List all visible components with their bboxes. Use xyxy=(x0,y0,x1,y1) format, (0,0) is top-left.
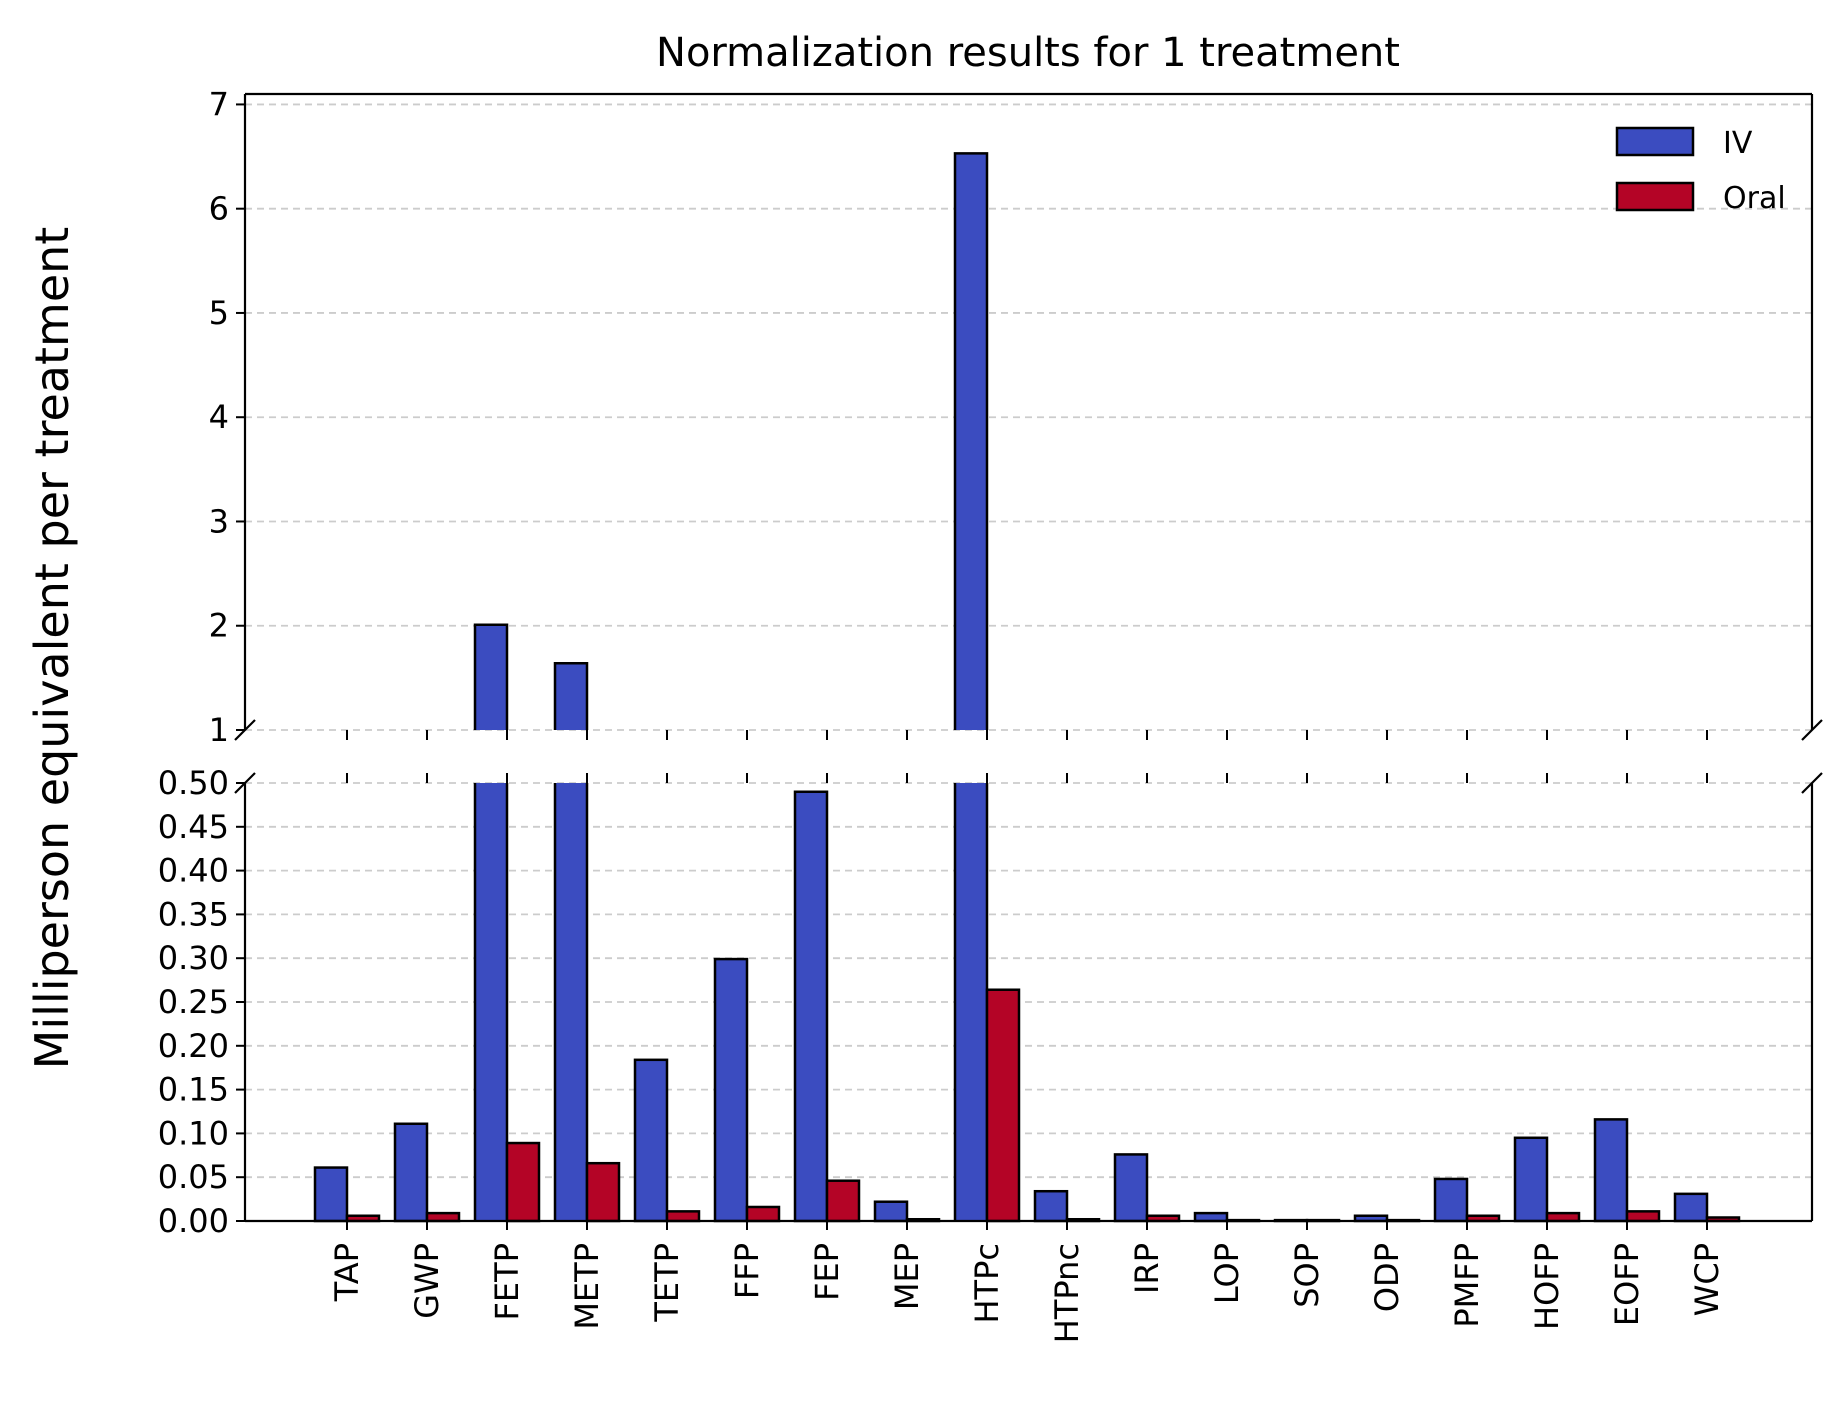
break-mark xyxy=(1801,719,1823,741)
upper-y-tick-label: 7 xyxy=(209,85,229,123)
lower-y-tick-label: 0.10 xyxy=(158,1114,229,1152)
lower-y-tick-label: 0.30 xyxy=(158,939,229,977)
lower-y-tick-label: 0.20 xyxy=(158,1027,229,1065)
bar-oral-fep xyxy=(825,1179,861,1223)
bar-upper-iv-metp xyxy=(555,663,587,730)
lower-y-ticks: 0.00 0.05 0.10 0.15 0.20 0.25 0.30 0.35 0.40 0.45… xyxy=(158,764,245,1240)
x-tick-label-ffp: FFP xyxy=(728,1243,766,1299)
bar-oral-metp xyxy=(585,1161,621,1223)
bar-upper-iv-fetp xyxy=(475,624,507,730)
x-tick-label-irp: IRP xyxy=(1128,1243,1166,1294)
bar-iv-mep xyxy=(873,1200,909,1223)
legend-label-oral: Oral xyxy=(1723,181,1786,216)
x-tick-label-htpnc: HTPnc xyxy=(1048,1243,1086,1343)
lower-y-tick-label: 0.35 xyxy=(158,895,229,933)
lower-y-tick-label: 0.50 xyxy=(158,764,229,802)
bar-iv-lop xyxy=(1193,1211,1229,1223)
bar-oral-gwp xyxy=(425,1211,461,1223)
legend-swatch-oral xyxy=(1615,181,1695,212)
upper-y-tick-label: 1 xyxy=(209,711,229,749)
bar-oral-fetp xyxy=(505,1141,541,1223)
bar-iv-htpnc xyxy=(1033,1189,1069,1223)
bar-iv-irp xyxy=(1113,1153,1149,1223)
bar-iv-gwp xyxy=(393,1122,429,1223)
upper-y-tick-label: 5 xyxy=(209,294,229,332)
bar-oral-hofp xyxy=(1545,1211,1581,1223)
upper-axes xyxy=(243,92,1814,730)
lower-bars xyxy=(313,783,1741,1223)
legend-label-iv: IV xyxy=(1723,126,1753,161)
x-tick-label-tap: TAP xyxy=(328,1243,366,1302)
axis-break-marks xyxy=(234,719,1823,794)
upper-y-tick-label: 2 xyxy=(209,607,229,645)
lower-y-tick-label: 0.45 xyxy=(158,808,229,846)
upper-bars xyxy=(473,152,989,730)
bar-iv-metp xyxy=(555,783,587,1221)
chart-title: Normalization results for 1 treatment xyxy=(656,30,1400,76)
bar-iv-wcp xyxy=(1673,1192,1709,1223)
break-mark xyxy=(234,719,256,741)
x-tick-label-metp: METP xyxy=(568,1243,606,1330)
lower-y-tick-label: 0.15 xyxy=(158,1071,229,1109)
x-tick-label-sop: SOP xyxy=(1288,1243,1326,1308)
bar-iv-fep xyxy=(793,790,829,1223)
bar-oral-htpc xyxy=(985,988,1021,1223)
upper-y-tick-label: 4 xyxy=(209,398,229,436)
bar-iv-pmfp xyxy=(1433,1177,1469,1223)
bar-oral-ffp xyxy=(745,1205,781,1223)
upper-y-tick-label: 6 xyxy=(209,190,229,228)
bar-oral-eofp xyxy=(1625,1210,1661,1223)
legend: IV Oral xyxy=(1615,126,1786,216)
x-tick-label-mep: MEP xyxy=(888,1243,926,1310)
bar-iv-fetp xyxy=(475,783,507,1221)
x-tick-label-htpc: HTPc xyxy=(968,1243,1006,1324)
x-tick-label-lop: LOP xyxy=(1208,1243,1246,1304)
bar-iv-hofp xyxy=(1513,1136,1549,1223)
legend-swatch-iv xyxy=(1615,126,1695,157)
x-tick-label-tetp: TETP xyxy=(648,1243,686,1323)
lower-y-tick-label: 0.25 xyxy=(158,983,229,1021)
x-tick-label-hofp: HOFP xyxy=(1528,1243,1566,1330)
x-tick-label-fep: FEP xyxy=(808,1243,846,1301)
upper-grid xyxy=(245,103,1812,731)
lower-y-tick-label: 0.40 xyxy=(158,852,229,890)
upper-y-tick-label: 3 xyxy=(209,502,229,540)
bar-iv-ffp xyxy=(713,957,749,1223)
x-tick-label-gwp: GWP xyxy=(408,1243,446,1319)
bar-oral-tetp xyxy=(665,1210,701,1223)
upper-y-ticks: 1 2 3 4 5 6 7 xyxy=(209,85,245,749)
bar-upper-iv-htpc xyxy=(955,153,987,730)
x-tick-label-wcp: WCP xyxy=(1688,1243,1726,1316)
bar-edge-iv-metp xyxy=(553,783,589,1221)
x-tick-label-fetp: FETP xyxy=(488,1243,526,1320)
lower-y-tick-label: 0.05 xyxy=(158,1158,229,1196)
bar-iv-htpc xyxy=(955,783,987,1221)
bar-iv-eofp xyxy=(1593,1118,1629,1223)
bar-iv-tetp xyxy=(633,1058,669,1223)
x-tick-label-odp: ODP xyxy=(1368,1243,1406,1312)
break-mark xyxy=(1801,772,1823,794)
lower-y-tick-label: 0.00 xyxy=(158,1202,229,1240)
break-mark xyxy=(234,772,256,794)
y-axis-label: Milliperson equivalent per treatment xyxy=(25,227,79,1070)
bar-upper-edge-iv-fetp xyxy=(473,623,509,730)
x-tick-label-pmfp: PMFP xyxy=(1448,1243,1486,1328)
bar-upper-edge-iv-htpc xyxy=(953,152,989,730)
x-tick-label-eofp: EOFP xyxy=(1608,1243,1646,1326)
x-ticks: TAP GWP FETP METP TETP FFP FEP MEP HTPc HTPnc IRP L… xyxy=(328,730,1726,1343)
bar-upper-edge-iv-metp xyxy=(553,662,589,730)
bar-iv-tap xyxy=(313,1166,349,1223)
